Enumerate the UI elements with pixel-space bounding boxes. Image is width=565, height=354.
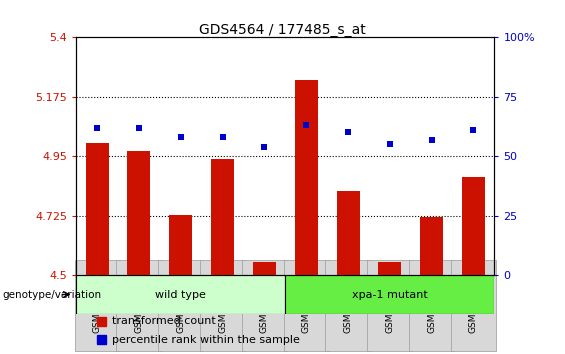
Bar [97, 335, 106, 344]
Bar [170, 215, 192, 275]
Point [344, 130, 353, 135]
Point [134, 125, 144, 131]
Bar [337, 191, 359, 275]
Bar [379, 262, 401, 275]
Point [427, 137, 436, 142]
Text: transformed count: transformed count [112, 316, 216, 326]
Point [176, 135, 185, 140]
Text: genotype/variation: genotype/variation [3, 290, 102, 299]
Bar [76, 275, 285, 314]
Text: wild type: wild type [155, 290, 206, 299]
Bar [97, 316, 106, 326]
Bar [295, 80, 318, 275]
Bar [253, 262, 276, 275]
Point [385, 142, 394, 147]
Bar [128, 151, 150, 275]
Bar [86, 143, 108, 275]
Bar [420, 217, 443, 275]
Point [93, 125, 102, 131]
Bar [462, 177, 485, 275]
Text: percentile rank within the sample: percentile rank within the sample [112, 335, 299, 344]
Bar [211, 159, 234, 275]
Point [218, 135, 227, 140]
Point [302, 122, 311, 128]
Point [260, 144, 269, 150]
Text: xpa-1 mutant: xpa-1 mutant [352, 290, 428, 299]
Text: GDS4564 / 177485_s_at: GDS4564 / 177485_s_at [199, 23, 366, 37]
Bar [285, 275, 494, 314]
Point [469, 127, 478, 133]
